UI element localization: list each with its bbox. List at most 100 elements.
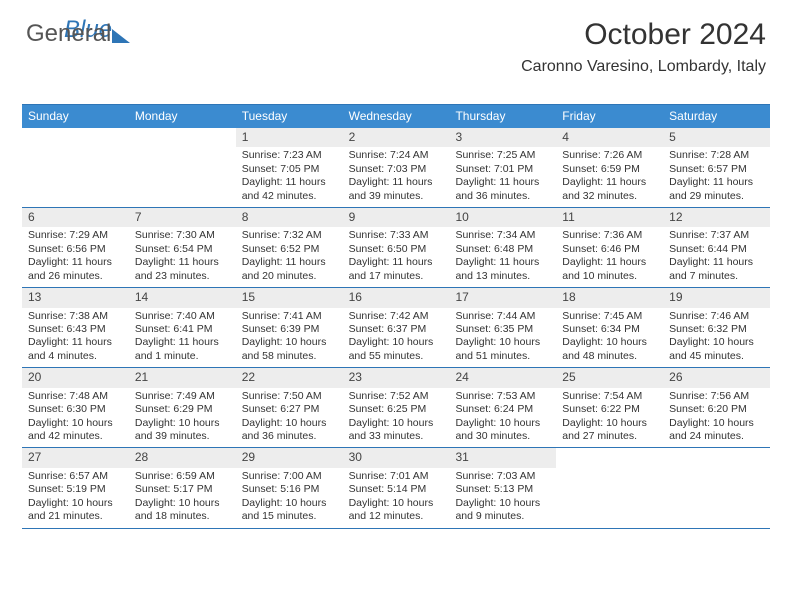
daylight-line: Daylight: 10 hours and 21 minutes. [28, 497, 123, 524]
sunset-line: Sunset: 6:41 PM [135, 323, 230, 336]
sunset-line: Sunset: 6:25 PM [349, 403, 444, 416]
day-number: 7 [129, 208, 236, 227]
sunrise-line: Sunrise: 7:37 AM [669, 229, 764, 242]
day-cell-22: 22Sunrise: 7:50 AMSunset: 6:27 PMDayligh… [236, 368, 343, 447]
day-cell-16: 16Sunrise: 7:42 AMSunset: 6:37 PMDayligh… [343, 288, 450, 367]
sunset-line: Sunset: 6:20 PM [669, 403, 764, 416]
calendar-grid: SundayMondayTuesdayWednesdayThursdayFrid… [22, 104, 770, 529]
day-number: 30 [343, 448, 450, 467]
sunrise-line: Sunrise: 6:59 AM [135, 470, 230, 483]
sunrise-line: Sunrise: 7:00 AM [242, 470, 337, 483]
sunrise-line: Sunrise: 7:41 AM [242, 310, 337, 323]
day-number: 27 [22, 448, 129, 467]
daylight-line: Daylight: 10 hours and 55 minutes. [349, 336, 444, 363]
day-cell-27: 27Sunrise: 6:57 AMSunset: 5:19 PMDayligh… [22, 448, 129, 527]
day-cell-9: 9Sunrise: 7:33 AMSunset: 6:50 PMDaylight… [343, 208, 450, 287]
day-number: 1 [236, 128, 343, 147]
page-header: October 2024 Caronno Varesino, Lombardy,… [521, 18, 766, 76]
day-body: Sunrise: 7:52 AMSunset: 6:25 PMDaylight:… [343, 388, 450, 448]
sunset-line: Sunset: 7:05 PM [242, 163, 337, 176]
sunset-line: Sunset: 5:17 PM [135, 483, 230, 496]
sunrise-line: Sunrise: 7:36 AM [562, 229, 657, 242]
daylight-line: Daylight: 11 hours and 7 minutes. [669, 256, 764, 283]
daylight-line: Daylight: 10 hours and 51 minutes. [455, 336, 550, 363]
day-number: 21 [129, 368, 236, 387]
sunrise-line: Sunrise: 6:57 AM [28, 470, 123, 483]
day-cell-12: 12Sunrise: 7:37 AMSunset: 6:44 PMDayligh… [663, 208, 770, 287]
sunset-line: Sunset: 6:35 PM [455, 323, 550, 336]
day-number: 22 [236, 368, 343, 387]
day-body: Sunrise: 7:42 AMSunset: 6:37 PMDaylight:… [343, 308, 450, 368]
day-cell-5: 5Sunrise: 7:28 AMSunset: 6:57 PMDaylight… [663, 128, 770, 207]
day-number: 11 [556, 208, 663, 227]
daylight-line: Daylight: 11 hours and 20 minutes. [242, 256, 337, 283]
sunrise-line: Sunrise: 7:24 AM [349, 149, 444, 162]
day-cell-2: 2Sunrise: 7:24 AMSunset: 7:03 PMDaylight… [343, 128, 450, 207]
daylight-line: Daylight: 10 hours and 18 minutes. [135, 497, 230, 524]
sunset-line: Sunset: 6:57 PM [669, 163, 764, 176]
day-body: Sunrise: 7:54 AMSunset: 6:22 PMDaylight:… [556, 388, 663, 448]
day-cell-13: 13Sunrise: 7:38 AMSunset: 6:43 PMDayligh… [22, 288, 129, 367]
day-body: Sunrise: 7:53 AMSunset: 6:24 PMDaylight:… [449, 388, 556, 448]
day-number: 17 [449, 288, 556, 307]
day-number: 15 [236, 288, 343, 307]
sunrise-line: Sunrise: 7:33 AM [349, 229, 444, 242]
sunset-line: Sunset: 6:43 PM [28, 323, 123, 336]
day-number: 14 [129, 288, 236, 307]
day-body: Sunrise: 7:30 AMSunset: 6:54 PMDaylight:… [129, 227, 236, 287]
daylight-line: Daylight: 11 hours and 17 minutes. [349, 256, 444, 283]
daylight-line: Daylight: 11 hours and 32 minutes. [562, 176, 657, 203]
sunset-line: Sunset: 5:13 PM [455, 483, 550, 496]
day-cell-8: 8Sunrise: 7:32 AMSunset: 6:52 PMDaylight… [236, 208, 343, 287]
sunset-line: Sunset: 6:29 PM [135, 403, 230, 416]
day-body: Sunrise: 7:50 AMSunset: 6:27 PMDaylight:… [236, 388, 343, 448]
day-cell-29: 29Sunrise: 7:00 AMSunset: 5:16 PMDayligh… [236, 448, 343, 527]
sunrise-line: Sunrise: 7:26 AM [562, 149, 657, 162]
daylight-line: Daylight: 11 hours and 29 minutes. [669, 176, 764, 203]
day-body: Sunrise: 6:59 AMSunset: 5:17 PMDaylight:… [129, 468, 236, 528]
day-body: Sunrise: 7:24 AMSunset: 7:03 PMDaylight:… [343, 147, 450, 207]
day-body: Sunrise: 7:03 AMSunset: 5:13 PMDaylight:… [449, 468, 556, 528]
daylight-line: Daylight: 10 hours and 33 minutes. [349, 417, 444, 444]
day-number: 26 [663, 368, 770, 387]
dow-friday: Friday [556, 105, 663, 128]
day-cell-7: 7Sunrise: 7:30 AMSunset: 6:54 PMDaylight… [129, 208, 236, 287]
day-cell-30: 30Sunrise: 7:01 AMSunset: 5:14 PMDayligh… [343, 448, 450, 527]
sunset-line: Sunset: 6:59 PM [562, 163, 657, 176]
daylight-line: Daylight: 10 hours and 36 minutes. [242, 417, 337, 444]
day-number: 31 [449, 448, 556, 467]
day-number: 12 [663, 208, 770, 227]
daylight-line: Daylight: 11 hours and 13 minutes. [455, 256, 550, 283]
sunset-line: Sunset: 5:19 PM [28, 483, 123, 496]
sunrise-line: Sunrise: 7:50 AM [242, 390, 337, 403]
day-body: Sunrise: 6:57 AMSunset: 5:19 PMDaylight:… [22, 468, 129, 528]
sunset-line: Sunset: 6:56 PM [28, 243, 123, 256]
day-cell-11: 11Sunrise: 7:36 AMSunset: 6:46 PMDayligh… [556, 208, 663, 287]
sunrise-line: Sunrise: 7:29 AM [28, 229, 123, 242]
daylight-line: Daylight: 11 hours and 42 minutes. [242, 176, 337, 203]
sunset-line: Sunset: 6:30 PM [28, 403, 123, 416]
sunrise-line: Sunrise: 7:23 AM [242, 149, 337, 162]
sunset-line: Sunset: 6:32 PM [669, 323, 764, 336]
sunrise-line: Sunrise: 7:49 AM [135, 390, 230, 403]
sunset-line: Sunset: 6:37 PM [349, 323, 444, 336]
day-cell-21: 21Sunrise: 7:49 AMSunset: 6:29 PMDayligh… [129, 368, 236, 447]
day-body: Sunrise: 7:45 AMSunset: 6:34 PMDaylight:… [556, 308, 663, 368]
day-body: Sunrise: 7:29 AMSunset: 6:56 PMDaylight:… [22, 227, 129, 287]
day-body: Sunrise: 7:37 AMSunset: 6:44 PMDaylight:… [663, 227, 770, 287]
sunrise-line: Sunrise: 7:32 AM [242, 229, 337, 242]
sunrise-line: Sunrise: 7:48 AM [28, 390, 123, 403]
brand-logo: General [26, 20, 130, 48]
day-cell-empty [556, 448, 663, 527]
daylight-line: Daylight: 10 hours and 30 minutes. [455, 417, 550, 444]
day-cell-17: 17Sunrise: 7:44 AMSunset: 6:35 PMDayligh… [449, 288, 556, 367]
day-body: Sunrise: 7:25 AMSunset: 7:01 PMDaylight:… [449, 147, 556, 207]
day-number: 2 [343, 128, 450, 147]
day-cell-14: 14Sunrise: 7:40 AMSunset: 6:41 PMDayligh… [129, 288, 236, 367]
sunset-line: Sunset: 7:03 PM [349, 163, 444, 176]
day-body: Sunrise: 7:23 AMSunset: 7:05 PMDaylight:… [236, 147, 343, 207]
sail-icon [112, 29, 130, 43]
sunrise-line: Sunrise: 7:03 AM [455, 470, 550, 483]
day-body: Sunrise: 7:00 AMSunset: 5:16 PMDaylight:… [236, 468, 343, 528]
dow-wednesday: Wednesday [343, 105, 450, 128]
